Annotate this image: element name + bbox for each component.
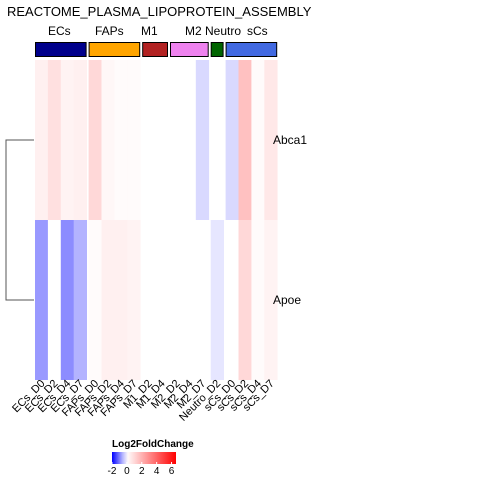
heatmap-cell [170,220,184,380]
heatmap-cells [35,60,278,380]
heatmap-cell [155,60,169,220]
dendrogram-branch [5,139,34,301]
heatmap-cell [60,220,75,380]
group-annotation-bars [35,42,278,57]
heatmap-cell [47,220,62,380]
legend-gradient [112,452,176,464]
heatmap-cell [127,60,141,220]
heatmap-cell [88,60,102,220]
heatmap-cell [35,60,49,220]
heatmap-cell [251,220,265,380]
heatmap-cell [170,60,184,220]
heatmap-cell [182,60,197,220]
legend-tick-label: 4 [154,466,160,477]
group-bar [170,42,209,57]
legend-tick-label: -2 [108,466,117,477]
heatmap-cell [114,60,128,220]
legend-tick-labels: -2 0 2 4 6 [108,462,175,477]
heatmap-cell [101,60,115,220]
group-label: M2 [185,24,202,38]
group-label: FAPs [95,24,124,38]
heatmap-cell [210,60,224,220]
heatmap-cell [47,60,62,220]
group-label: M1 [141,24,158,38]
heatmap-cell [127,220,141,380]
group-bar [225,42,278,57]
heatmap-cell [155,220,169,380]
row-labels: Abca1 Apoe [273,133,307,307]
heatmap-cell [238,220,252,380]
group-bar [142,42,168,57]
heatmap-cell [195,220,210,380]
heatmap-cell [73,60,87,220]
heatmap-cell [73,220,87,380]
group-bar [210,42,224,57]
heatmap-cell [210,220,224,380]
group-annotation-labels: ECs FAPs M1 M2 Neutro sCs [48,24,268,38]
group-bar [88,42,141,57]
row-dendrogram [5,139,34,301]
heatmap-cell [142,60,156,220]
heatmap-cell [225,220,239,380]
column-labels: ECs_D0ECs_D2ECs_D4ECs_D7FAPs_D0FAPs_D2FA… [10,378,277,424]
group-label: sCs [247,24,268,38]
legend-title: Log2FoldChange [112,439,194,450]
heatmap-cell [195,60,210,220]
color-legend: Log2FoldChange -2 0 2 4 6 [108,439,195,477]
heatmap-cell [238,60,252,220]
heatmap-cell [35,220,49,380]
chart-title: REACTOME_PLASMA_LIPOPROTEIN_ASSEMBLY [7,4,312,19]
legend-tick-label: 2 [139,466,145,477]
legend-tick-label: 0 [124,466,130,477]
heatmap-cell [182,220,197,380]
heatmap-cell [114,220,128,380]
group-bar [35,42,87,57]
group-label: ECs [48,24,71,38]
group-label: Neutro [205,24,241,38]
heatmap-cell [264,60,278,220]
heatmap-cell [88,220,102,380]
heatmap-cell [264,220,278,380]
heatmap-cell [101,220,115,380]
row-label: Apoe [273,293,301,307]
heatmap-cell [225,60,239,220]
legend-tick-label: 6 [169,466,175,477]
row-label: Abca1 [273,133,307,147]
heatmap-cell [142,220,156,380]
heatmap-cell [251,60,265,220]
legend-color-bar [112,452,176,464]
heatmap-cell [60,60,75,220]
